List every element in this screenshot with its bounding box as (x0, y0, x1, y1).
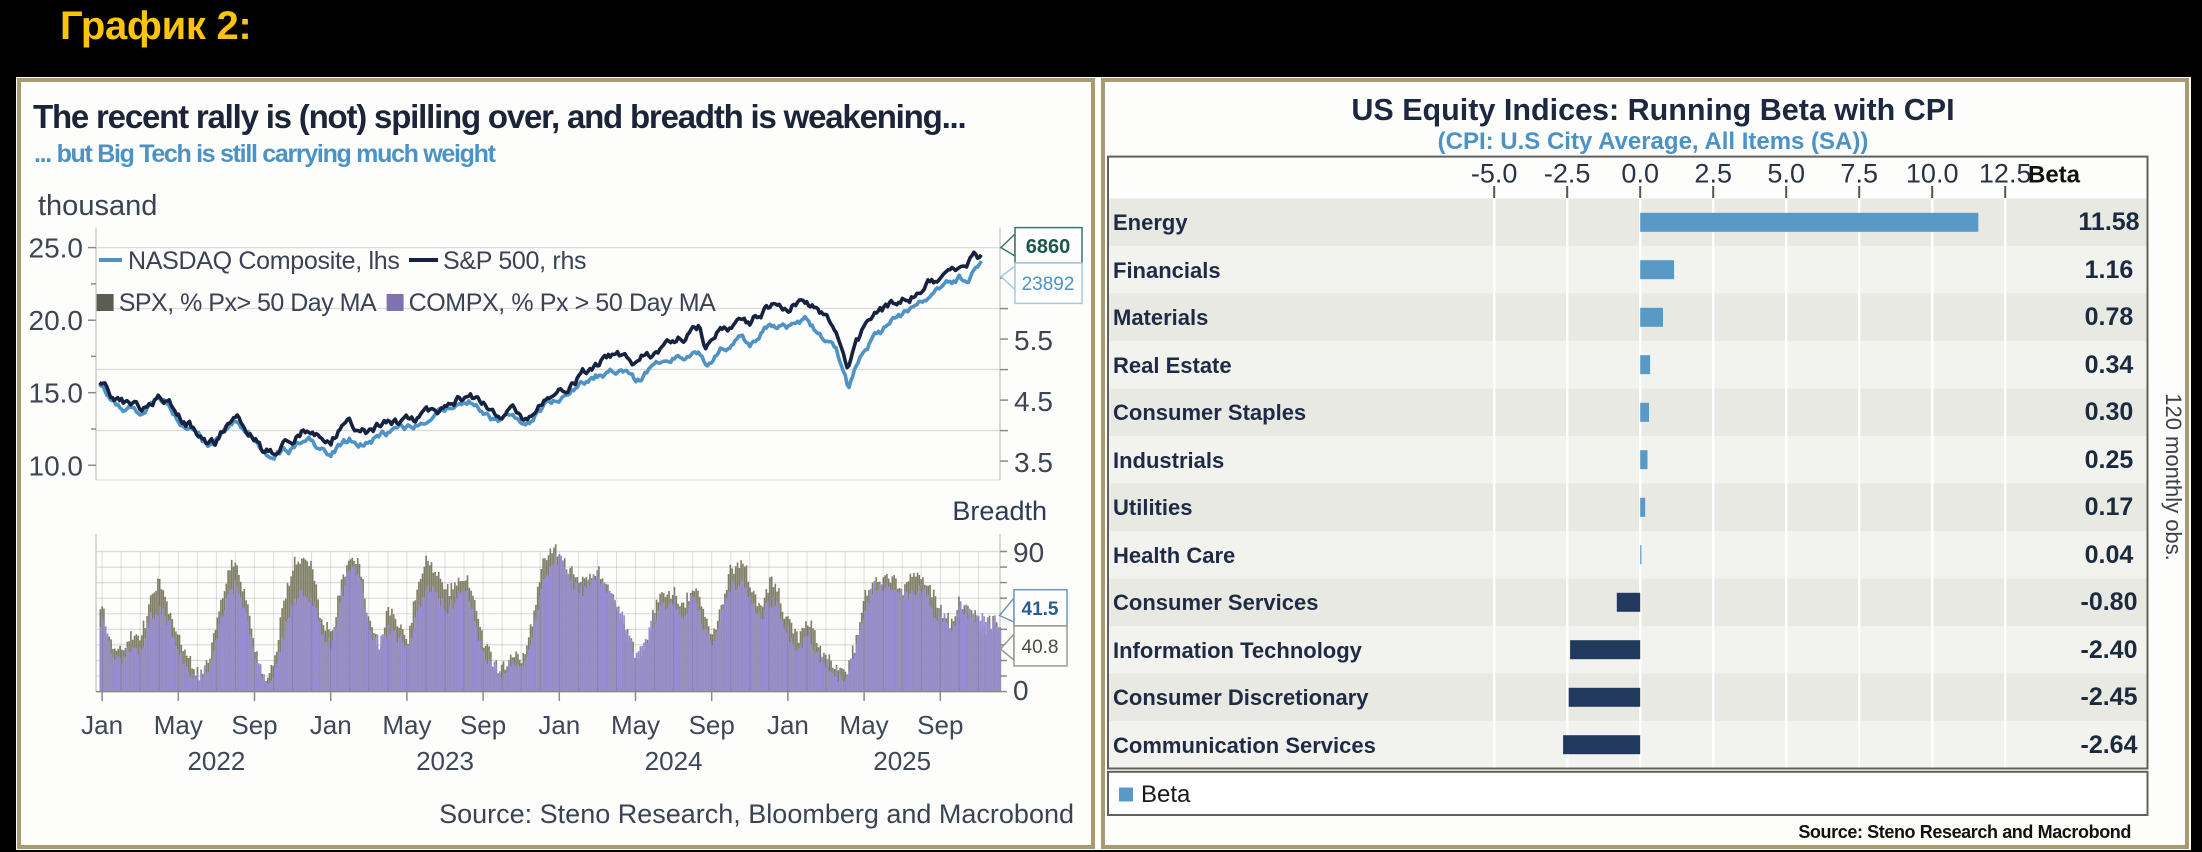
svg-text:Beta: Beta (1141, 781, 1191, 808)
svg-text:Jan: Jan (767, 710, 809, 740)
svg-text:10.0: 10.0 (1906, 159, 1959, 189)
svg-text:0.25: 0.25 (2085, 446, 2134, 474)
svg-text:2023: 2023 (416, 746, 474, 776)
svg-text:Sep: Sep (460, 710, 506, 740)
svg-text:The recent rally is (not) spil: The recent rally is (not) spilling over,… (33, 98, 965, 135)
svg-text:2.5: 2.5 (1694, 159, 1732, 189)
svg-text:1.16: 1.16 (2085, 256, 2134, 284)
svg-text:-5.0: -5.0 (1471, 159, 1518, 189)
svg-text:23892: 23892 (1022, 274, 1075, 295)
svg-text:Jan: Jan (310, 710, 352, 740)
svg-text:0.0: 0.0 (1621, 159, 1659, 189)
svg-text:Sep: Sep (917, 710, 963, 740)
svg-text:11.58: 11.58 (2078, 208, 2139, 236)
svg-text:US Equity Indices: Running Bet: US Equity Indices: Running Beta with CPI (1351, 93, 1954, 127)
svg-text:90: 90 (1013, 537, 1044, 568)
svg-text:Health Care: Health Care (1113, 543, 1235, 568)
svg-text:120 monthly obs.: 120 monthly obs. (2161, 393, 2185, 561)
svg-text:0.04: 0.04 (2085, 541, 2134, 569)
svg-text:20.0: 20.0 (29, 305, 84, 336)
svg-text:Jan: Jan (81, 710, 123, 740)
svg-text:Consumer Discretionary: Consumer Discretionary (1113, 685, 1369, 710)
svg-text:6860: 6860 (1026, 236, 1071, 258)
svg-text:5.5: 5.5 (1014, 325, 1053, 356)
svg-text:41.5: 41.5 (1022, 599, 1059, 620)
svg-text:0.30: 0.30 (2085, 398, 2134, 426)
svg-text:2024: 2024 (645, 746, 703, 776)
svg-text:S&P 500, rhs: S&P 500, rhs (443, 247, 586, 275)
svg-text:Sep: Sep (689, 710, 735, 740)
svg-text:25.0: 25.0 (29, 233, 84, 264)
svg-text:4.5: 4.5 (1014, 386, 1053, 417)
svg-text:-2.45: -2.45 (2081, 683, 2138, 711)
svg-text:15.0: 15.0 (29, 378, 84, 409)
svg-text:May: May (840, 710, 889, 740)
svg-text:2025: 2025 (873, 746, 931, 776)
svg-text:0.17: 0.17 (2085, 493, 2134, 521)
svg-text:(CPI: U.S City Average, All It: (CPI: U.S City Average, All Items (SA)) (1438, 128, 1869, 155)
svg-text:-0.80: -0.80 (2081, 588, 2138, 616)
svg-text:Real Estate: Real Estate (1113, 353, 1232, 378)
svg-text:Consumer Staples: Consumer Staples (1113, 400, 1306, 425)
svg-text:0: 0 (1013, 675, 1029, 706)
svg-text:NASDAQ Composite, lhs: NASDAQ Composite, lhs (128, 247, 400, 275)
svg-text:Jan: Jan (538, 710, 580, 740)
svg-text:Beta: Beta (2028, 162, 2081, 189)
svg-text:10.0: 10.0 (29, 450, 84, 481)
svg-text:SPX, % Px> 50 Day MA: SPX, % Px> 50 Day MA (119, 289, 377, 317)
svg-text:Source: Steno Research, Bloomb: Source: Steno Research, Bloomberg and Ma… (439, 799, 1074, 829)
svg-text:Breadth: Breadth (952, 496, 1047, 526)
svg-text:7.5: 7.5 (1840, 159, 1878, 189)
svg-text:0.34: 0.34 (2085, 351, 2134, 379)
svg-text:Communication Services: Communication Services (1113, 733, 1376, 758)
svg-text:COMPX, % Px > 50 Day MA: COMPX, % Px > 50 Day MA (409, 289, 717, 317)
svg-text:Information Technology: Information Technology (1113, 638, 1363, 663)
svg-text:12.5: 12.5 (1979, 159, 2032, 189)
svg-text:Financials: Financials (1113, 258, 1221, 283)
svg-text:Utilities: Utilities (1113, 495, 1192, 520)
svg-text:... but Big Tech is still carr: ... but Big Tech is still carrying much … (34, 140, 497, 168)
svg-text:-2.40: -2.40 (2081, 636, 2138, 664)
svg-text:Energy: Energy (1113, 210, 1188, 235)
svg-text:May: May (154, 710, 203, 740)
svg-text:5.0: 5.0 (1767, 159, 1805, 189)
svg-text:May: May (382, 710, 431, 740)
svg-text:May: May (611, 710, 660, 740)
svg-text:3.5: 3.5 (1014, 447, 1053, 478)
svg-text:0.78: 0.78 (2085, 303, 2134, 331)
svg-text:Sep: Sep (231, 710, 277, 740)
svg-text:Materials: Materials (1113, 305, 1208, 330)
svg-text:2022: 2022 (187, 746, 245, 776)
svg-text:Consumer Services: Consumer Services (1113, 590, 1318, 615)
svg-text:40.8: 40.8 (1022, 637, 1059, 658)
svg-text:-2.64: -2.64 (2081, 731, 2138, 759)
svg-text:thousand: thousand (38, 190, 157, 222)
svg-text:Industrials: Industrials (1113, 448, 1224, 473)
svg-text:-2.5: -2.5 (1544, 159, 1591, 189)
svg-text:Source: Steno Research and Mac: Source: Steno Research and Macrobond (1798, 822, 2131, 842)
